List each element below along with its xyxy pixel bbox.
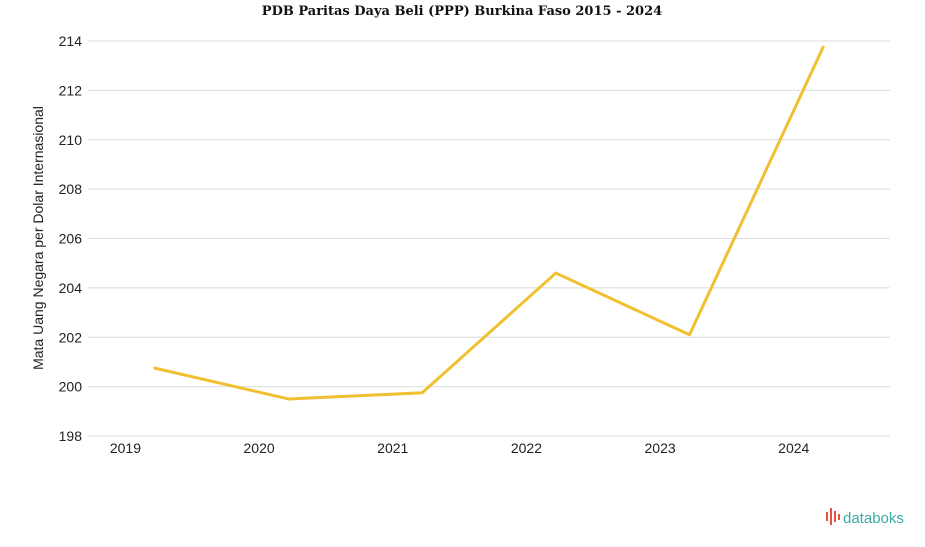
x-tick-label: 2019	[110, 440, 141, 456]
y-axis-ticks: 198 200 202 204 206 208 210 212 214	[59, 33, 83, 444]
y-axis-label: Mata Uang Negara per Dolar Internasional	[30, 106, 46, 370]
y-tick-label: 202	[59, 329, 83, 345]
x-tick-label: 2021	[377, 440, 408, 456]
x-tick-label: 2022	[511, 440, 542, 456]
y-tick-label: 204	[59, 280, 83, 296]
y-tick-label: 210	[59, 132, 83, 148]
y-tick-label: 198	[59, 428, 83, 444]
databoks-logo-text: databoks	[843, 510, 904, 527]
x-tick-label: 2020	[244, 440, 275, 456]
databoks-logo-icon	[826, 508, 840, 525]
y-tick-label: 200	[59, 379, 83, 395]
x-tick-label: 2023	[645, 440, 676, 456]
grid	[88, 40, 890, 437]
y-tick-label: 212	[59, 82, 83, 98]
series-line-0	[153, 45, 825, 401]
y-tick-label: 206	[59, 231, 83, 247]
chart-title: PDB Paritas Daya Beli (PPP) Burkina Faso…	[262, 4, 662, 19]
x-tick-label: 2024	[778, 440, 809, 456]
series-layer	[153, 45, 825, 401]
y-tick-label: 214	[59, 33, 83, 49]
databoks-logo: databoks	[826, 508, 904, 527]
y-tick-label: 208	[59, 181, 83, 197]
x-axis-ticks: 2019 2020 2021 2022 2023 2024	[110, 440, 810, 456]
